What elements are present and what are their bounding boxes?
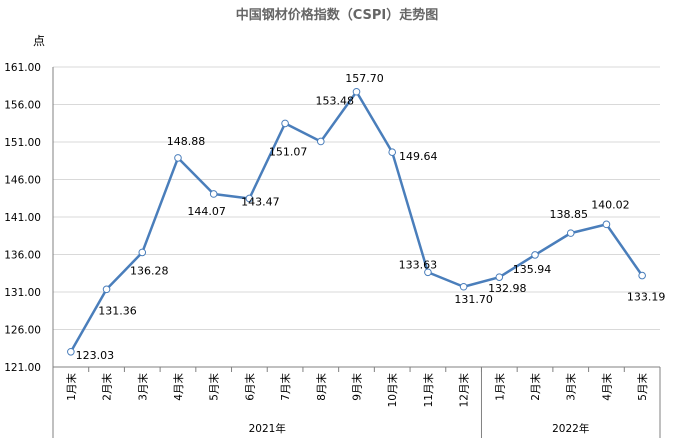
data-point bbox=[352, 87, 361, 96]
data-point bbox=[316, 137, 325, 146]
data-label: 144.07 bbox=[187, 205, 226, 218]
data-label: 136.28 bbox=[130, 264, 169, 277]
x-category-label: 2月末 bbox=[101, 373, 114, 401]
data-point bbox=[209, 190, 218, 198]
data-label: 153.48 bbox=[316, 94, 355, 107]
data-point bbox=[638, 271, 646, 280]
data-point bbox=[602, 220, 611, 229]
x-category-label: 6月末 bbox=[243, 373, 256, 401]
x-category-label: 10月末 bbox=[386, 373, 399, 408]
x-category-label: 3月末 bbox=[136, 373, 149, 401]
data-point bbox=[174, 154, 182, 162]
data-point bbox=[424, 268, 432, 277]
x-category-label: 9月末 bbox=[351, 373, 364, 401]
data-label: 138.85 bbox=[549, 208, 588, 221]
year-group-label: 2021年 bbox=[249, 422, 286, 435]
data-point bbox=[138, 248, 147, 257]
data-label: 131.36 bbox=[98, 304, 137, 317]
x-category-label: 4月末 bbox=[172, 373, 185, 401]
series-polyline bbox=[69, 90, 644, 353]
data-label: 123.03 bbox=[76, 349, 115, 362]
x-category-label: 5月末 bbox=[636, 373, 649, 401]
y-tick-label: 121.00 bbox=[4, 362, 41, 374]
data-point bbox=[281, 119, 289, 128]
x-category-label: 7月末 bbox=[279, 373, 292, 401]
gridlines bbox=[53, 66, 660, 330]
data-label: 140.02 bbox=[591, 198, 630, 211]
axes: 121.00 126.00 131.00 136.00 141.00 146.00 151.… bbox=[4, 62, 661, 438]
data-point bbox=[566, 229, 575, 237]
y-tick-label: 156.00 bbox=[4, 100, 41, 112]
y-tick-label: 151.00 bbox=[4, 137, 41, 149]
data-label: 132.98 bbox=[488, 282, 527, 295]
data-point bbox=[102, 285, 111, 294]
data-point bbox=[495, 273, 504, 281]
y-tick-label: 141.00 bbox=[4, 212, 41, 224]
data-label: 133.63 bbox=[399, 258, 438, 271]
data-point bbox=[388, 148, 397, 156]
data-point bbox=[531, 251, 539, 259]
x-category-label: 12月末 bbox=[458, 373, 471, 408]
x-category-label: 5月末 bbox=[208, 373, 221, 401]
data-label: 157.70 bbox=[345, 72, 384, 85]
x-category-label: 1月末 bbox=[65, 373, 78, 401]
y-tick-label: 136.00 bbox=[4, 250, 41, 262]
data-label: 131.70 bbox=[454, 293, 493, 306]
data-label: 149.64 bbox=[399, 150, 438, 163]
data-point bbox=[245, 194, 254, 203]
data-label: 135.94 bbox=[513, 263, 552, 276]
y-tick-label: 146.00 bbox=[4, 175, 41, 187]
x-category-label: 3月末 bbox=[565, 373, 578, 401]
data-point bbox=[67, 347, 75, 356]
x-category-label: 2月末 bbox=[529, 373, 542, 401]
data-label: 133.19 bbox=[627, 291, 666, 304]
data-label: 151.07 bbox=[269, 145, 308, 158]
y-axis-unit-label: 点 bbox=[33, 34, 45, 48]
y-tick-label: 161.00 bbox=[4, 62, 41, 74]
chart-title: 中国钢材价格指数（CSPI）走势图 bbox=[236, 7, 439, 23]
data-point bbox=[459, 282, 468, 291]
x-category-label: 8月末 bbox=[315, 373, 328, 401]
data-label: 148.88 bbox=[167, 135, 206, 148]
year-group-label: 2022年 bbox=[552, 422, 589, 435]
x-category-label: 4月末 bbox=[600, 373, 613, 401]
data-labels: 123.03 131.36 136.28 148.88 144.07 143.47 151.… bbox=[76, 72, 666, 362]
y-tick-label: 126.00 bbox=[4, 325, 41, 337]
x-category-label: 1月末 bbox=[493, 373, 506, 401]
data-label: 143.47 bbox=[241, 195, 280, 208]
series-line bbox=[67, 87, 646, 356]
y-tick-label: 131.00 bbox=[4, 287, 41, 299]
x-category-label: 11月末 bbox=[422, 373, 435, 408]
